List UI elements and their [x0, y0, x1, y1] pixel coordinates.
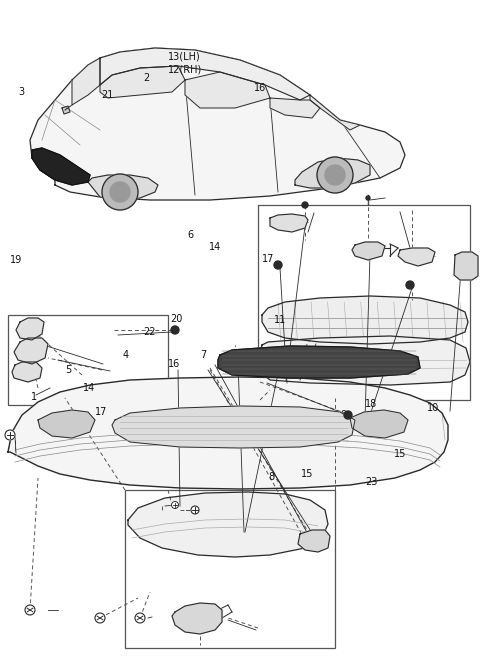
Polygon shape — [100, 48, 310, 100]
Bar — [8, 315, 168, 405]
Polygon shape — [100, 66, 185, 98]
Polygon shape — [72, 58, 100, 105]
Circle shape — [171, 326, 179, 334]
Polygon shape — [185, 72, 270, 108]
Circle shape — [325, 165, 345, 185]
Text: 16: 16 — [168, 359, 180, 368]
Text: 3: 3 — [18, 87, 24, 97]
Circle shape — [274, 261, 282, 269]
Text: 8: 8 — [269, 472, 275, 482]
Text: 1: 1 — [31, 392, 37, 402]
Polygon shape — [38, 410, 95, 438]
Circle shape — [317, 157, 353, 193]
Text: 23: 23 — [365, 477, 377, 486]
Text: 20: 20 — [170, 314, 183, 323]
Text: 2: 2 — [143, 73, 149, 83]
Polygon shape — [295, 158, 370, 188]
Bar — [258, 205, 470, 400]
Text: 15: 15 — [301, 469, 314, 478]
Polygon shape — [88, 175, 158, 200]
Polygon shape — [310, 95, 360, 130]
Polygon shape — [8, 377, 448, 489]
Text: 19: 19 — [10, 255, 22, 265]
Polygon shape — [352, 242, 385, 260]
Text: 10: 10 — [427, 404, 440, 413]
Circle shape — [191, 506, 199, 514]
Text: 18: 18 — [274, 426, 286, 435]
Text: 15: 15 — [394, 449, 406, 458]
Text: 14: 14 — [83, 384, 95, 393]
Text: 16: 16 — [254, 83, 267, 93]
Polygon shape — [32, 148, 90, 185]
Polygon shape — [112, 406, 355, 448]
Polygon shape — [270, 98, 320, 118]
Text: 4: 4 — [122, 350, 129, 360]
Circle shape — [102, 174, 138, 210]
Text: 17: 17 — [95, 408, 108, 417]
Polygon shape — [298, 530, 330, 552]
Text: 18: 18 — [365, 399, 377, 408]
Circle shape — [25, 605, 35, 615]
Polygon shape — [454, 252, 478, 280]
Text: 7: 7 — [201, 350, 207, 360]
Text: 6: 6 — [187, 230, 193, 239]
Polygon shape — [270, 214, 308, 232]
Polygon shape — [30, 48, 405, 200]
Polygon shape — [218, 346, 420, 378]
Circle shape — [110, 182, 130, 202]
Polygon shape — [258, 336, 470, 385]
Circle shape — [135, 613, 145, 623]
Circle shape — [344, 411, 352, 419]
Polygon shape — [14, 338, 48, 364]
Text: 13(LH): 13(LH) — [168, 52, 201, 61]
Circle shape — [95, 613, 105, 623]
Circle shape — [302, 202, 308, 208]
Text: 11: 11 — [274, 315, 286, 325]
Circle shape — [171, 502, 179, 508]
Polygon shape — [172, 603, 222, 634]
Polygon shape — [62, 106, 70, 114]
Text: 21: 21 — [101, 90, 113, 99]
Circle shape — [366, 196, 370, 200]
Text: 17: 17 — [262, 254, 274, 263]
Text: 14: 14 — [209, 242, 221, 251]
Text: 22: 22 — [143, 327, 156, 337]
Circle shape — [406, 281, 414, 289]
Text: 12(RH): 12(RH) — [168, 65, 202, 74]
Circle shape — [5, 430, 15, 440]
Text: 9: 9 — [341, 410, 347, 420]
Polygon shape — [128, 492, 328, 557]
Text: 5: 5 — [65, 366, 71, 375]
Polygon shape — [16, 318, 44, 340]
Polygon shape — [12, 362, 42, 382]
Bar — [125, 490, 335, 648]
Polygon shape — [350, 410, 408, 438]
Polygon shape — [398, 248, 435, 266]
Polygon shape — [262, 296, 468, 344]
